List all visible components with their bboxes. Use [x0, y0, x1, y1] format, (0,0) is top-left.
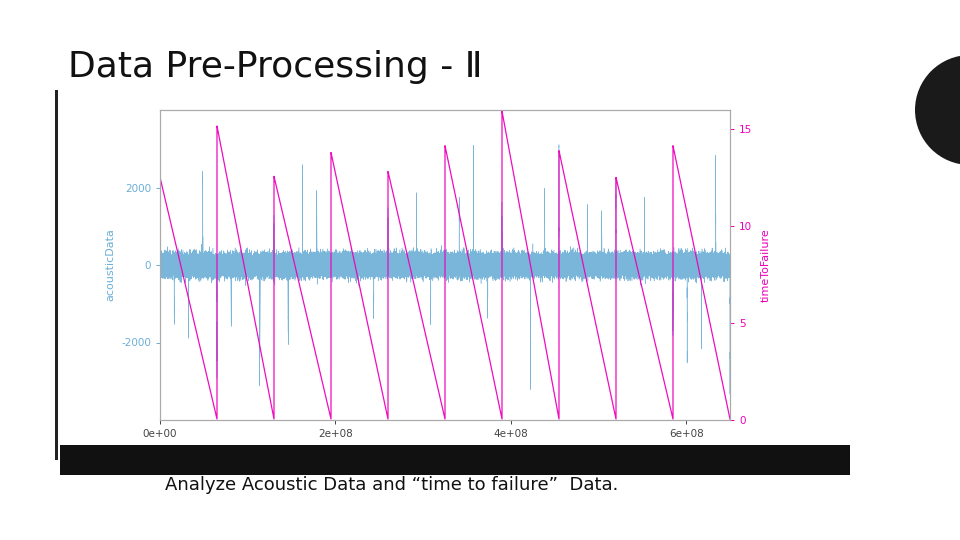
Bar	[55, 90, 58, 460]
Y-axis label: acousticData: acousticData	[106, 228, 115, 301]
Text: Analyze Acoustic Data and “time to failure”  Data.: Analyze Acoustic Data and “time to failu…	[165, 476, 618, 494]
Y-axis label: timeToFailure: timeToFailure	[760, 228, 771, 302]
Bar	[60, 445, 850, 475]
Text: Data Pre-Processing - Ⅱ: Data Pre-Processing - Ⅱ	[68, 50, 483, 84]
Circle shape	[915, 55, 960, 165]
X-axis label: index1: index1	[424, 444, 466, 457]
